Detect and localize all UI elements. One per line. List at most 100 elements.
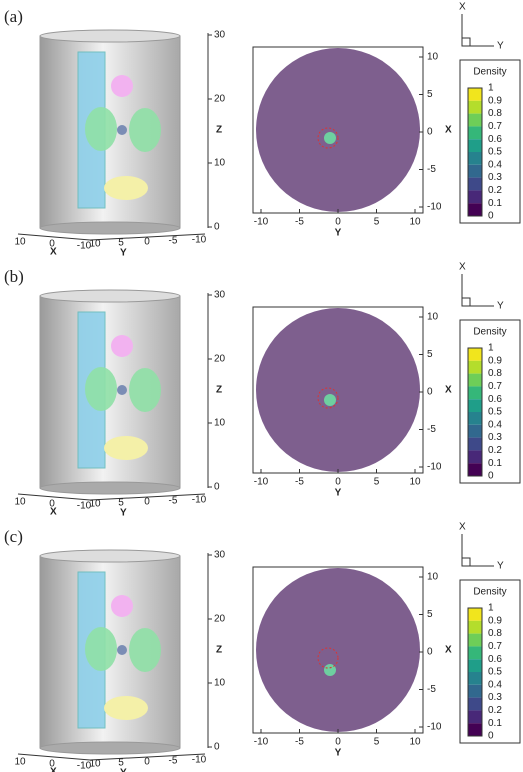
colorbar-cell	[468, 374, 482, 387]
green-right	[129, 108, 161, 152]
colorbar-cell	[468, 178, 482, 191]
colorbar-tick-label: 0.7	[488, 641, 502, 652]
colorbar-cell	[468, 114, 482, 127]
y3-label: Y	[120, 248, 127, 259]
colorbar-tick-label: 0.9	[488, 355, 502, 366]
y3-tick-label: 10	[89, 239, 101, 250]
colorbar-tick-label: 0.9	[488, 95, 502, 106]
colorbar-tick-label: 0.5	[488, 407, 502, 418]
density-disk	[256, 48, 420, 212]
cylinder-bottom	[40, 742, 180, 754]
colorbar-tick-label: 0.3	[488, 692, 502, 703]
x2-tick-label: -10	[254, 477, 269, 488]
colorbar-cell	[468, 438, 482, 451]
triad-box	[462, 38, 470, 46]
y2-label: X	[445, 645, 452, 656]
x2-tick-label: 5	[374, 477, 380, 488]
colorbar-tick-label: 0.5	[488, 667, 502, 678]
x2-label: Y	[335, 228, 342, 239]
colorbar-cell	[468, 88, 482, 101]
yellow-ellipsoid	[104, 436, 148, 460]
y3-tick-label: -5	[169, 496, 178, 507]
colorbar-cell	[468, 621, 482, 634]
green-left	[85, 367, 117, 411]
z-tick-label: 30	[214, 550, 226, 561]
y2-tick-label: 0	[427, 127, 433, 138]
triad	[462, 274, 494, 306]
y3-tick-label: 10	[89, 759, 101, 770]
x2-tick-label: 5	[374, 217, 380, 228]
panel-label: (b)	[4, 267, 24, 286]
colorbar-cell	[468, 685, 482, 698]
z-tick-label: 10	[214, 678, 226, 689]
z-tick-label: 0	[214, 482, 220, 493]
x2-tick-label: -5	[295, 477, 304, 488]
colorbar-cell	[468, 450, 482, 463]
colorbar-tick-label: 0.5	[488, 147, 502, 158]
y3-tick-label: 10	[89, 499, 101, 510]
colorbar-title: Density	[473, 327, 506, 338]
colorbar-cell	[468, 672, 482, 685]
colorbar-tick-label: 0.6	[488, 394, 502, 405]
colorbar-tick-label: 0	[488, 211, 494, 222]
y2-tick-label: -5	[427, 684, 436, 695]
y3-tick-label: -10	[192, 495, 207, 506]
x2-tick-label: 10	[409, 217, 421, 228]
colorbar-tick-label: 0.2	[488, 185, 502, 196]
y2-tick-label: 10	[427, 572, 439, 583]
green-left	[85, 627, 117, 671]
y2-tick-label: 0	[427, 387, 433, 398]
colorbar-tick-label: 0.8	[488, 628, 502, 639]
figure: (a)3020100Z100-101050-5-10XY-10-50510105…	[0, 0, 523, 772]
z-label: Z	[216, 385, 222, 396]
colorbar-cell	[468, 659, 482, 672]
cylinder-top	[40, 290, 180, 302]
triad-x: X	[459, 262, 466, 273]
blob	[117, 125, 127, 135]
density-disk	[256, 308, 420, 472]
z-tick-label: 10	[214, 418, 226, 429]
z-tick-label: 0	[214, 742, 220, 753]
x3-tick-label: 10	[14, 497, 26, 508]
yellow-ellipsoid	[104, 176, 148, 200]
x2-tick-label: 10	[409, 477, 421, 488]
colorbar-tick-label: 0.8	[488, 108, 502, 119]
y2-tick-label: -5	[427, 164, 436, 175]
colorbar-cell	[468, 608, 482, 621]
x2-tick-label: -10	[254, 737, 269, 748]
z-label: Z	[216, 645, 222, 656]
colorbar-cell	[468, 463, 482, 476]
y3-label: Y	[120, 508, 127, 519]
triad-x: X	[459, 2, 466, 13]
y2-label: X	[445, 125, 452, 136]
y2-tick-label: -5	[427, 424, 436, 435]
colorbar-tick-label: 0.6	[488, 654, 502, 665]
y2-tick-label: 10	[427, 312, 439, 323]
colorbar-tick-label: 0.8	[488, 368, 502, 379]
colorbar-tick-label: 0.2	[488, 445, 502, 456]
y3-label: Y	[120, 768, 127, 772]
colorbar-title: Density	[473, 67, 506, 78]
blob	[117, 385, 127, 395]
colorbar-cell	[468, 634, 482, 647]
colorbar-cell	[468, 412, 482, 425]
y2-tick-label: 5	[427, 89, 433, 100]
z-tick-label: 20	[214, 354, 226, 365]
green-right	[129, 628, 161, 672]
y2-tick-label: -10	[427, 462, 442, 473]
y3-tick-label: 0	[144, 757, 150, 768]
colorbar-cell	[468, 203, 482, 216]
colorbar-tick-label: 0.6	[488, 134, 502, 145]
colorbar-cell	[468, 723, 482, 736]
colorbar-tick-label: 0.3	[488, 172, 502, 183]
z-tick-label: 30	[214, 30, 226, 41]
colorbar-cell	[468, 348, 482, 361]
x3-tick-label: 10	[14, 237, 26, 248]
colorbar-cell	[468, 698, 482, 711]
colorbar-tick-label: 0.4	[488, 159, 502, 170]
colorbar-cell	[468, 361, 482, 374]
x2-tick-label: 0	[335, 737, 341, 748]
colorbar-tick-label: 0	[488, 731, 494, 742]
colorbar-cell	[468, 646, 482, 659]
